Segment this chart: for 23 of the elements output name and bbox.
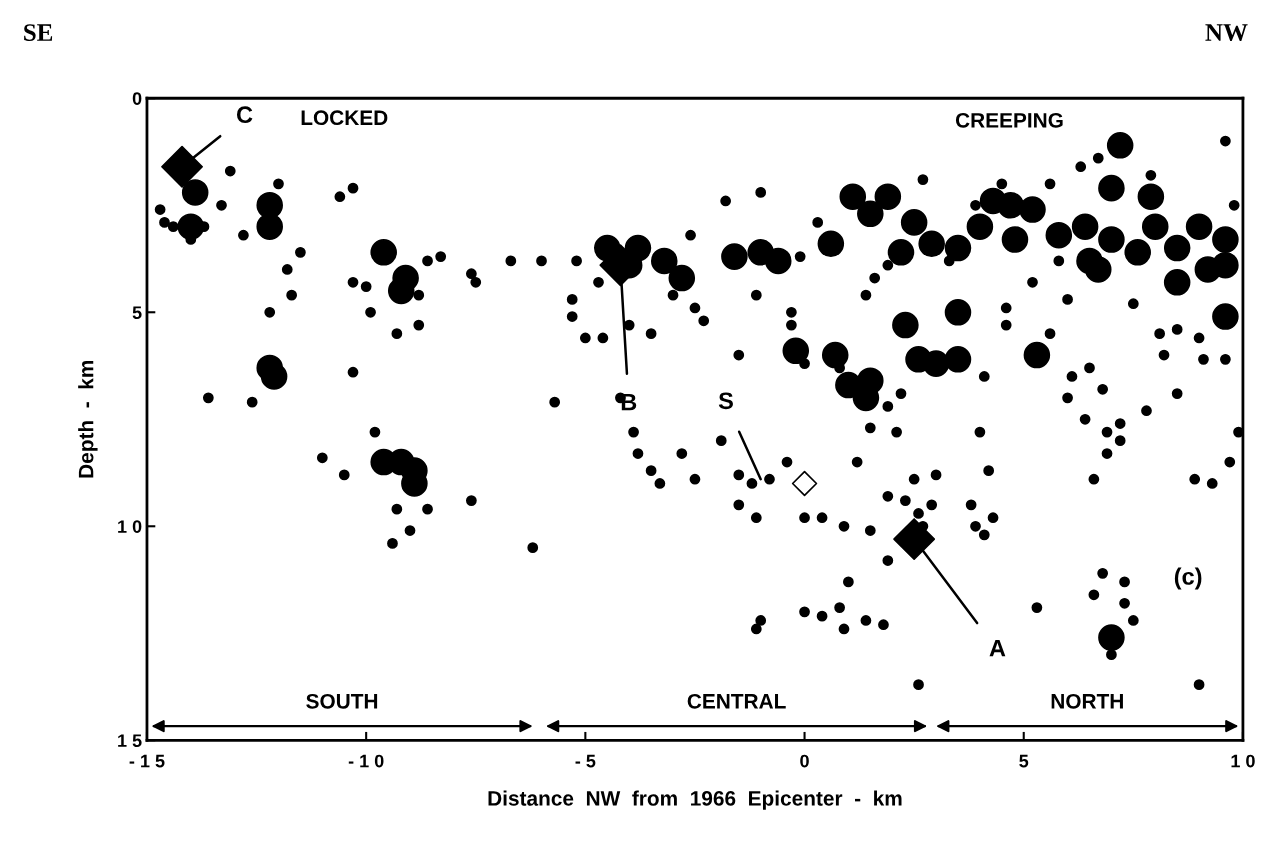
y-axis-title: Depth - km bbox=[78, 360, 98, 478]
y-tick-label: 1 0 bbox=[118, 520, 142, 533]
annotation: LOCKED bbox=[301, 110, 388, 126]
x-axis-title: Distance NW from 1966 Epicenter - km bbox=[488, 790, 902, 810]
x-tick-label: - 1 0 bbox=[348, 754, 384, 768]
annotation: NORTH bbox=[1051, 693, 1123, 709]
x-tick-label: 0 bbox=[800, 754, 809, 768]
annotation: SOUTH bbox=[306, 693, 378, 709]
x-tick-label: - 1 5 bbox=[129, 754, 165, 768]
annotation: CREEPING bbox=[955, 112, 1063, 128]
text: NW bbox=[1205, 24, 1248, 42]
x-tick-label: - 5 bbox=[575, 754, 596, 768]
x-tick-label: 5 bbox=[1019, 754, 1029, 768]
text: SE bbox=[24, 24, 53, 41]
annotation: CENTRAL bbox=[687, 693, 786, 709]
annotation: S bbox=[718, 392, 733, 410]
y-tick-label: 5 bbox=[132, 306, 142, 319]
annotation: (c) bbox=[1174, 567, 1202, 590]
y-tick-label: 0 bbox=[132, 92, 142, 105]
x-tick-label: 1 0 bbox=[1231, 754, 1255, 768]
annotation: C bbox=[236, 106, 253, 124]
annotation: A bbox=[989, 640, 1006, 657]
y-tick-label: 1 5 bbox=[118, 734, 142, 747]
